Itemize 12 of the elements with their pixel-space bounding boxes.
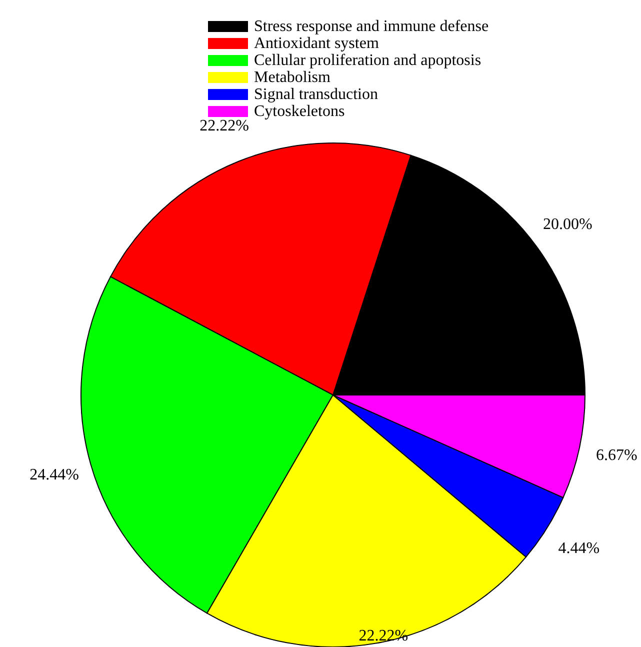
data-label: 20.00% <box>542 216 592 234</box>
legend-label: Antioxidant system <box>254 35 379 52</box>
legend-label: Cellular proliferation and apoptosis <box>254 52 482 69</box>
data-label: 22.22% <box>200 118 249 135</box>
legend-label: Metabolism <box>254 69 330 86</box>
data-label: 24.44% <box>30 466 79 484</box>
legend-label: Stress response and immune defense <box>254 18 489 35</box>
data-label: 4.44% <box>558 540 600 558</box>
legend-label: Signal transduction <box>254 86 378 103</box>
data-label: 6.67% <box>596 446 638 464</box>
legend-label: Cytoskeletons <box>254 103 345 120</box>
data-label: 22.22% <box>358 628 408 644</box>
